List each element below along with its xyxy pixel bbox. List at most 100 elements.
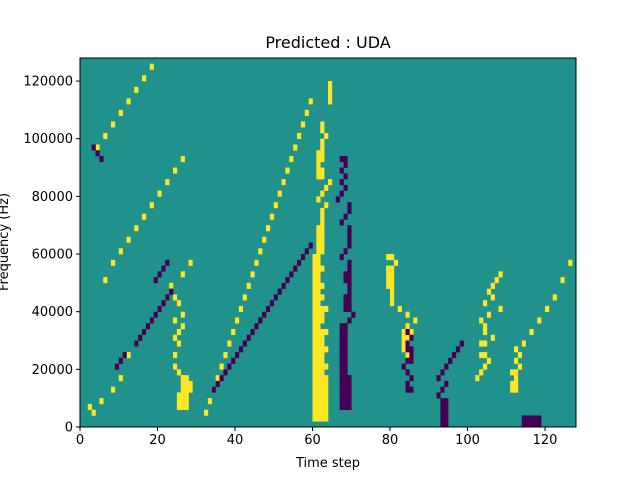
heatmap-cell-high: [316, 156, 321, 163]
heatmap-cell-high: [176, 300, 182, 307]
heatmap-cell-low: [444, 415, 449, 422]
heatmap-cell-high: [254, 259, 259, 266]
heatmap-cell-high: [316, 415, 321, 422]
heatmap-cell-low: [281, 282, 286, 289]
heatmap-cell-low: [161, 265, 166, 272]
heatmap-cell-high: [517, 352, 523, 359]
heatmap-cell-low: [343, 398, 348, 405]
heatmap-cell-high: [99, 398, 104, 405]
heatmap-cell-high: [390, 294, 395, 301]
heatmap-cell-high: [320, 392, 325, 399]
heatmap-cell-low: [347, 259, 352, 266]
heatmap-cell-high: [316, 265, 321, 272]
heatmap-cell-low: [529, 415, 534, 422]
heatmap-cell-high: [231, 328, 236, 336]
heatmap-cell-high: [393, 259, 399, 266]
heatmap-cell-high: [300, 121, 306, 128]
heatmap-cell-low: [339, 369, 344, 376]
heatmap-cell-high: [157, 190, 162, 197]
heatmap-cell-high: [479, 352, 484, 359]
heatmap-cell-high: [312, 259, 317, 266]
heatmap-cell-high: [277, 190, 282, 197]
heatmap-cell-high: [316, 282, 321, 289]
heatmap-cell-high: [316, 403, 321, 411]
heatmap-cell-high: [149, 202, 154, 209]
heatmap-cell-low: [405, 340, 410, 347]
heatmap-cell-low: [452, 352, 457, 359]
heatmap-cell-high: [312, 328, 317, 336]
heatmap-cell-high: [142, 75, 147, 82]
heatmap-cell-low: [343, 352, 348, 359]
heatmap-cell-low: [347, 403, 352, 411]
heatmap-cell-low: [153, 277, 158, 284]
heatmap-cell-high: [312, 300, 317, 307]
heatmap-cell-high: [180, 392, 185, 399]
heatmap-cell-high: [312, 254, 317, 261]
heatmap-cell-high: [320, 242, 325, 249]
heatmap-cell-low: [285, 277, 290, 284]
heatmap-cell-high: [390, 282, 395, 289]
heatmap-cell-low: [165, 259, 170, 266]
heatmap-cell-high: [320, 248, 325, 255]
heatmap-cell-high: [386, 282, 391, 289]
heatmap-cell-high: [188, 386, 193, 393]
heatmap-cell-low: [440, 398, 445, 405]
heatmap-cell-high: [324, 346, 329, 353]
heatmap-cell-low: [343, 334, 348, 341]
heatmap-cell-high: [320, 282, 325, 289]
heatmap-cell-low: [339, 386, 344, 393]
heatmap-cell-high: [285, 167, 290, 174]
x-tick-label: 20: [149, 433, 166, 448]
chart-title: Predicted : UDA: [265, 33, 390, 52]
heatmap-cell-high: [401, 346, 406, 353]
heatmap-cell-low: [537, 421, 542, 428]
heatmap-cell-high: [316, 288, 321, 295]
heatmap-cell-low: [405, 357, 410, 364]
heatmap-cell-high: [486, 288, 492, 295]
heatmap-cell-low: [149, 317, 154, 324]
heatmap-cell-low: [409, 352, 414, 359]
heatmap-cell-high: [215, 375, 220, 382]
heatmap-cell-high: [312, 311, 317, 318]
heatmap-cell-high: [320, 409, 325, 416]
heatmap-cell-low: [401, 363, 406, 370]
heatmap-cell-low: [409, 357, 414, 364]
heatmap-cell-low: [347, 386, 352, 393]
heatmap-cell-high: [320, 369, 325, 376]
heatmap-cell-high: [281, 179, 286, 186]
heatmap-cell-high: [320, 121, 325, 128]
heatmap-cell-high: [324, 202, 329, 209]
heatmap-cell-high: [483, 352, 488, 359]
heatmap-cell-high: [514, 375, 519, 382]
y-tick-label: 120000: [23, 75, 73, 90]
heatmap-cell-high: [498, 305, 503, 312]
heatmap-cell-high: [184, 398, 189, 405]
heatmap-cell-low: [339, 403, 344, 411]
heatmap-cell-high: [514, 380, 519, 387]
heatmap-cell-low: [521, 415, 526, 422]
heatmap-cell-high: [324, 363, 329, 370]
heatmap-cell-high: [390, 300, 395, 307]
heatmap-cell-high: [486, 311, 492, 318]
heatmap-cell-low: [157, 271, 162, 278]
y-tick-label: 60000: [32, 248, 73, 263]
heatmap-cell-high: [320, 167, 325, 174]
heatmap-cell-high: [328, 179, 333, 186]
heatmap-cell-low: [339, 334, 344, 341]
heatmap-cell-high: [521, 340, 526, 347]
heatmap-background: [80, 58, 576, 427]
heatmap-cell-high: [273, 202, 278, 209]
heatmap-cell-high: [390, 254, 395, 261]
heatmap-cell-high: [324, 132, 329, 140]
heatmap-cell-high: [180, 323, 185, 330]
heatmap-cell-high: [169, 282, 174, 289]
heatmap-cell-low: [339, 156, 344, 163]
heatmap-cell-low: [409, 375, 414, 382]
heatmap-cell-high: [324, 403, 329, 411]
heatmap-cell-high: [118, 248, 123, 255]
heatmap-cell-low: [339, 179, 344, 186]
heatmap-cell-high: [475, 375, 480, 382]
heatmap-cell-low: [343, 328, 348, 336]
heatmap-cell-high: [118, 375, 123, 382]
heatmap-cell-high: [316, 248, 321, 255]
